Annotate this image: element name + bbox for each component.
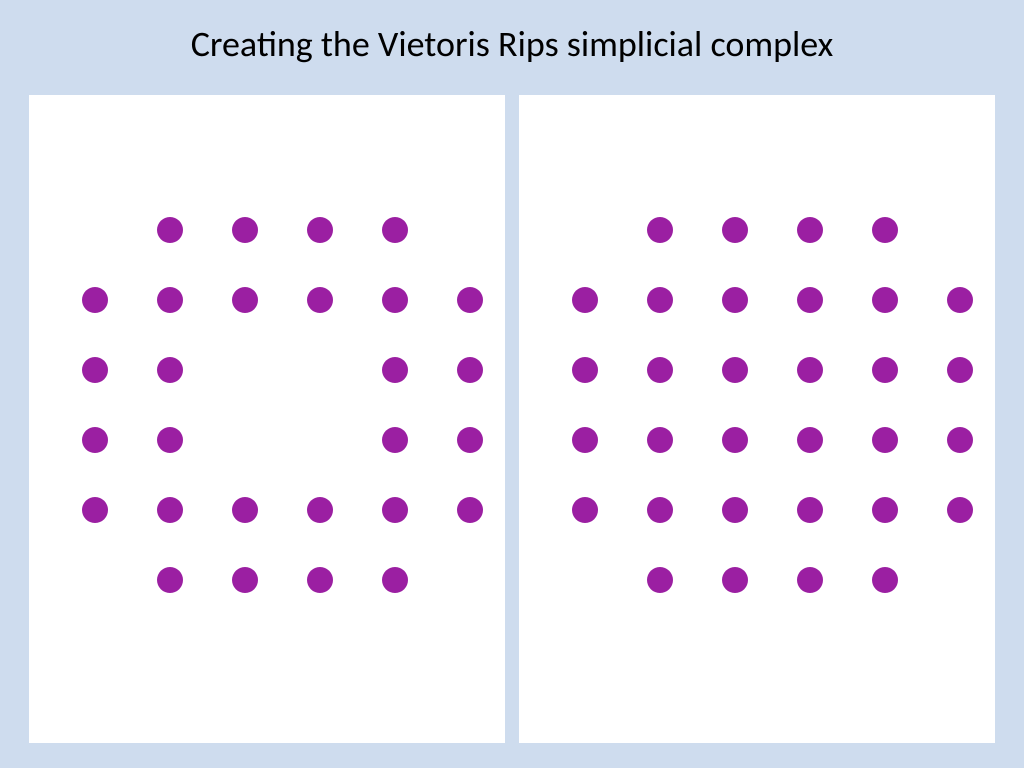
point-dot — [872, 217, 898, 243]
point-dot — [722, 567, 748, 593]
point-dot — [457, 357, 483, 383]
point-dot — [232, 217, 258, 243]
point-dot — [797, 287, 823, 313]
point-dot — [647, 217, 673, 243]
point-dot — [797, 567, 823, 593]
point-dot — [797, 427, 823, 453]
point-dot — [382, 497, 408, 523]
point-dot — [722, 427, 748, 453]
point-dot — [572, 287, 598, 313]
point-dot — [457, 427, 483, 453]
point-dot — [947, 497, 973, 523]
point-dot — [872, 567, 898, 593]
point-dot — [232, 497, 258, 523]
right-panel — [519, 95, 995, 743]
point-dot — [82, 427, 108, 453]
point-dot — [572, 357, 598, 383]
point-dot — [872, 357, 898, 383]
point-dot — [382, 567, 408, 593]
point-dot — [647, 357, 673, 383]
point-dot — [82, 497, 108, 523]
point-dot — [947, 427, 973, 453]
point-dot — [572, 497, 598, 523]
point-dot — [232, 567, 258, 593]
point-dot — [572, 427, 598, 453]
point-dot — [82, 357, 108, 383]
point-dot — [797, 497, 823, 523]
point-dot — [722, 357, 748, 383]
point-dot — [307, 567, 333, 593]
point-dot — [647, 287, 673, 313]
slide: Creating the Vietoris Rips simplicial co… — [0, 0, 1024, 768]
point-dot — [232, 287, 258, 313]
point-dot — [872, 497, 898, 523]
point-dot — [797, 357, 823, 383]
left-panel — [29, 95, 505, 743]
point-dot — [307, 497, 333, 523]
point-dot — [872, 287, 898, 313]
slide-title: Creating the Vietoris Rips simplicial co… — [0, 22, 1024, 66]
point-dot — [382, 287, 408, 313]
point-dot — [157, 567, 183, 593]
point-dot — [307, 287, 333, 313]
point-dot — [382, 427, 408, 453]
point-dot — [797, 217, 823, 243]
point-dot — [722, 217, 748, 243]
point-dot — [82, 287, 108, 313]
point-dot — [457, 497, 483, 523]
point-dot — [647, 427, 673, 453]
point-dot — [157, 427, 183, 453]
point-dot — [947, 287, 973, 313]
point-dot — [157, 287, 183, 313]
point-dot — [157, 217, 183, 243]
point-dot — [722, 287, 748, 313]
point-dot — [307, 217, 333, 243]
point-dot — [947, 357, 973, 383]
point-dot — [872, 427, 898, 453]
point-dot — [647, 567, 673, 593]
point-dot — [382, 357, 408, 383]
point-dot — [382, 217, 408, 243]
point-dot — [457, 287, 483, 313]
point-dot — [157, 497, 183, 523]
point-dot — [157, 357, 183, 383]
point-dot — [722, 497, 748, 523]
point-dot — [647, 497, 673, 523]
